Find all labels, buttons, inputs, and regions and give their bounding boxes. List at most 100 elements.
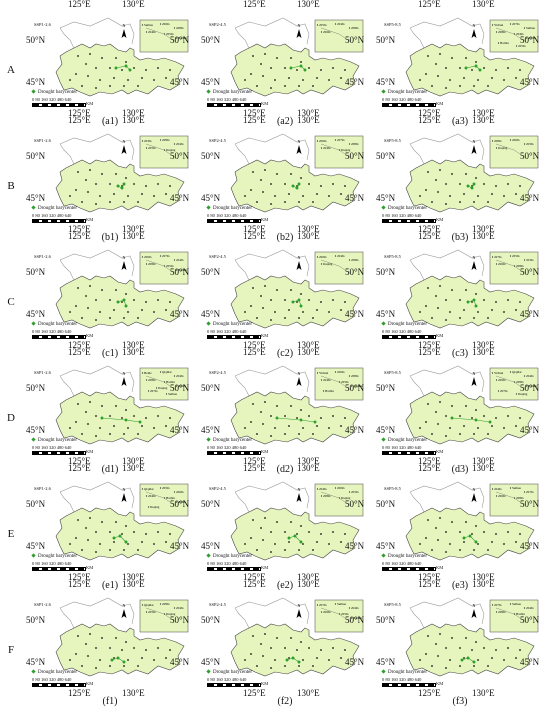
inset-point	[316, 488, 319, 490]
station-dot	[270, 183, 272, 185]
inset-label: Harbin	[178, 36, 187, 40]
station-dot	[495, 185, 497, 187]
scale-numbers: 0 80 160 320 480 640	[382, 445, 422, 450]
lat-label-right-top: 50°N	[520, 151, 540, 161]
station-dot	[85, 179, 87, 181]
station-dot	[491, 541, 493, 543]
inset-point	[523, 375, 526, 377]
inset-label: Suihua	[144, 23, 153, 27]
station-dot	[503, 195, 505, 197]
station-dot	[487, 433, 489, 435]
panel-caption: (b2)	[276, 232, 294, 243]
inset-label: Qiqihar	[144, 603, 155, 607]
north-label: N	[298, 139, 301, 144]
scale-unit: KM	[436, 449, 444, 454]
scale-bar	[207, 219, 261, 223]
station-dot	[127, 427, 129, 429]
map-panel: N 2060s 2070s 2040s 2080s 2050s Harbin SSP1-2.6…	[26, 232, 190, 350]
station-dot	[340, 657, 342, 659]
station-dot	[475, 177, 477, 179]
station-dot	[260, 527, 262, 529]
inset-label: 2050s	[148, 146, 156, 150]
outer-boundary	[59, 249, 135, 281]
station-dot	[145, 185, 147, 187]
legend: Drought barycenter	[206, 205, 252, 211]
scale-bar	[382, 683, 436, 687]
station-dot	[519, 417, 521, 419]
scale-numbers: 0 80 160 320 480 640	[207, 561, 247, 566]
station-dot	[75, 653, 77, 655]
inset-label: 2060s	[512, 138, 520, 142]
inset-label: 2040s	[494, 487, 502, 491]
station-dot	[471, 417, 473, 419]
barycenter-legend-icon	[381, 89, 386, 94]
station-dot	[425, 421, 427, 423]
station-dot	[425, 537, 427, 539]
station-dot	[427, 287, 429, 289]
station-dot	[141, 657, 143, 659]
north-arrow-icon	[471, 145, 477, 154]
lon-label-top-right: 130°E	[122, 0, 145, 9]
lon-label-top-left: 125°E	[243, 115, 266, 125]
station-dot	[256, 549, 258, 551]
station-dot	[491, 425, 493, 427]
station-dot	[316, 309, 318, 311]
station-dot	[302, 427, 304, 429]
lat-label-right-bottom: 45°N	[345, 657, 365, 667]
lon-label-top-left: 125°E	[68, 231, 91, 241]
barycenter-legend-icon	[381, 437, 386, 442]
station-dot	[503, 543, 505, 545]
station-dot	[256, 665, 258, 667]
inset-label: Suihua	[337, 602, 346, 606]
station-dot	[95, 203, 97, 205]
inset-label: 2060s	[162, 22, 170, 26]
station-dot	[141, 77, 143, 79]
scale-numbers: 0 80 160 320 480 640	[207, 677, 247, 682]
station-dot	[459, 549, 461, 551]
north-label: N	[473, 255, 476, 260]
station-dot	[85, 643, 87, 645]
station-dot	[459, 433, 461, 435]
legend-label: Drought barycenter	[213, 554, 253, 559]
station-dot	[515, 425, 517, 427]
inset-point	[155, 387, 158, 389]
station-dot	[95, 667, 97, 669]
lon-label-top-left: 125°E	[418, 0, 441, 9]
lat-label-left-top: 50°N	[376, 499, 396, 509]
inset-box: 2060s 2040s 2080s Daqing	[314, 251, 364, 285]
station-dot	[270, 87, 272, 89]
station-dot	[320, 185, 322, 187]
station-dot	[344, 185, 346, 187]
station-dot	[115, 289, 117, 291]
station-dot	[519, 185, 521, 187]
station-dot	[85, 295, 87, 297]
station-dot	[256, 433, 258, 435]
station-dot	[459, 415, 461, 417]
outer-boundary	[59, 481, 135, 513]
station-dot	[157, 183, 159, 185]
inset-point	[320, 379, 323, 381]
station-dot	[109, 665, 111, 667]
north-label: N	[473, 603, 476, 608]
station-dot	[519, 649, 521, 651]
station-dot	[495, 301, 497, 303]
station-dot	[125, 525, 127, 527]
map-panel: N 2080s 2060s 2030s Daqing SSP5-8.5 125°E 130°E…	[376, 116, 540, 234]
scenario-label: SSP5-8.5	[384, 486, 401, 491]
inset-point	[348, 27, 351, 29]
lat-label-right-top: 50°N	[345, 267, 365, 277]
inset-label: 2040s	[319, 487, 327, 491]
station-dot	[270, 531, 272, 533]
inset-point	[159, 139, 162, 141]
station-dot	[312, 433, 314, 435]
north-label: N	[298, 255, 301, 260]
station-dot	[145, 69, 147, 71]
lon-label-bottom-right: 130°E	[122, 224, 145, 234]
lon-label-bottom-right: 130°E	[472, 456, 495, 466]
lon-label-top-right: 130°E	[122, 115, 145, 125]
north-label: N	[298, 603, 301, 608]
station-dot	[308, 299, 310, 301]
inset-point	[145, 31, 148, 33]
station-dot	[471, 649, 473, 651]
scale-numbers: 0 80 160 320 480 640	[382, 329, 422, 334]
